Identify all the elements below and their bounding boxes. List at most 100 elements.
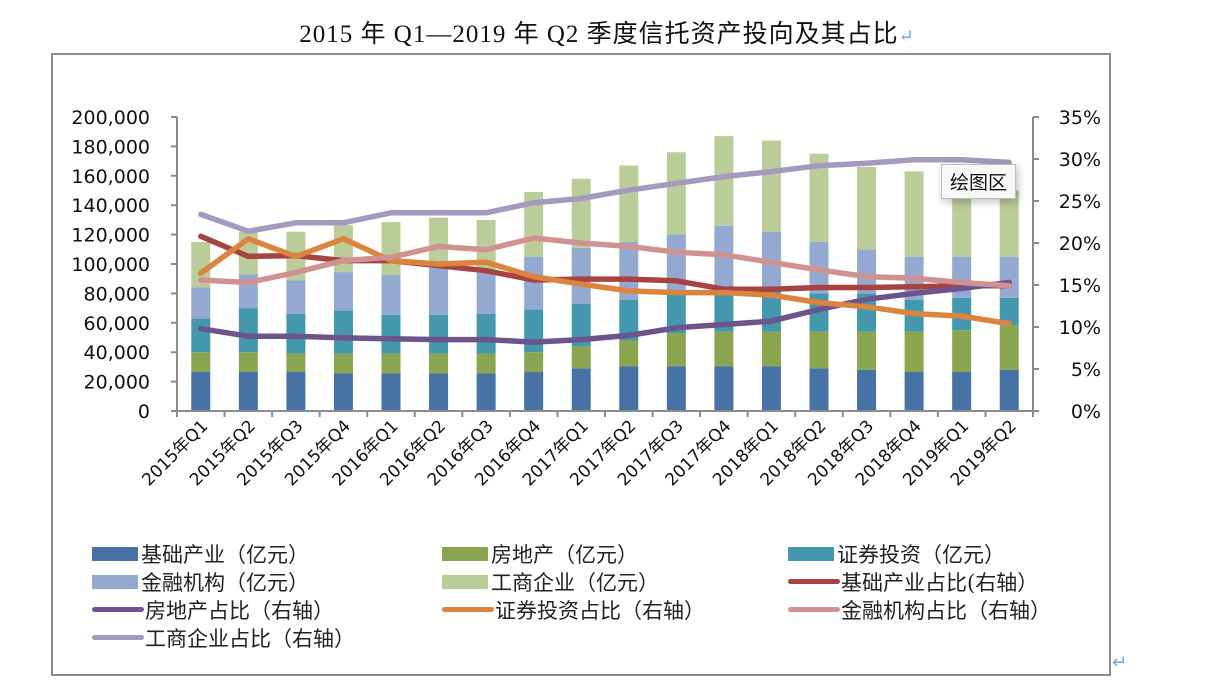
bar-financial-4: [381, 275, 401, 315]
bar-infra-14: [857, 369, 877, 411]
legend-swatch-bar-icon: [92, 574, 138, 589]
bar-realestate-16: [952, 330, 972, 373]
bar-commercial-6: [476, 219, 496, 273]
legend-item-infra-bar[interactable]: 基础产业（亿元）: [92, 540, 309, 567]
right-tick-label: 10%: [1059, 317, 1101, 339]
bar-commercial-0: [191, 241, 211, 288]
bar-commercial-12: [761, 140, 781, 232]
legend-label: 工商企业（亿元）: [491, 570, 659, 595]
bar-infra-9: [619, 366, 639, 411]
bar-financial-9: [619, 241, 639, 301]
bar-infra-8: [571, 368, 591, 411]
legend-label: 基础产业占比(右轴）: [841, 570, 1039, 595]
return-mark-icon: ↵: [898, 26, 915, 46]
legend-item-realestate-bar[interactable]: 房地产（亿元）: [442, 540, 638, 567]
chart-title-text: 2015 年 Q1—2019 年 Q2 季度信托资产投向及其占比: [299, 21, 899, 48]
bar-realestate-8: [571, 346, 591, 369]
bar-realestate-10: [666, 333, 686, 367]
legend-item-securities-bar[interactable]: 证券投资（亿元）: [788, 540, 1005, 567]
bar-realestate-14: [857, 331, 877, 370]
left-tick-label: 200,000: [71, 107, 150, 129]
bar-financial-5: [429, 267, 449, 315]
left-tick-label: 140,000: [71, 195, 150, 217]
legend-label: 房地产（亿元）: [491, 542, 638, 567]
bar-infra-3: [333, 373, 353, 411]
bar-financial-7: [524, 256, 544, 310]
bar-infra-6: [476, 373, 496, 411]
return-mark-icon: ↵: [1112, 652, 1128, 672]
bar-realestate-1: [238, 352, 258, 373]
legend-label: 基础产业（亿元）: [141, 542, 309, 567]
right-tick-label: 15%: [1059, 275, 1101, 297]
bar-securities-0: [191, 318, 211, 353]
legend-item-financial-line[interactable]: 金融机构占比（右轴）: [788, 596, 1051, 623]
bar-infra-12: [761, 366, 781, 411]
bar-financial-17: [999, 256, 1019, 298]
bar-infra-17: [999, 369, 1019, 411]
bar-financial-2: [286, 280, 306, 314]
bar-securities-6: [476, 313, 496, 354]
bar-commercial-17: [999, 190, 1019, 257]
bar-commercial-14: [857, 166, 877, 250]
bar-realestate-2: [286, 353, 306, 373]
bar-realestate-13: [809, 331, 829, 369]
bar-commercial-16: [952, 187, 972, 257]
bar-securities-10: [666, 291, 686, 334]
legend-item-commercial-bar[interactable]: 工商企业（亿元）: [442, 568, 659, 595]
bar-securities-1: [238, 308, 258, 353]
bar-commercial-4: [381, 222, 401, 276]
legend-swatch-line-icon: [442, 607, 494, 612]
bar-financial-14: [857, 249, 877, 294]
bar-infra-5: [429, 373, 449, 411]
bar-infra-7: [524, 372, 544, 411]
bar-infra-16: [952, 372, 972, 411]
bar-infra-4: [381, 373, 401, 411]
left-tick-label: 180,000: [71, 136, 150, 158]
bar-financial-0: [191, 287, 211, 319]
legend-item-financial-bar[interactable]: 金融机构（亿元）: [92, 568, 309, 595]
right-tick-label: 20%: [1059, 233, 1101, 255]
bar-realestate-5: [429, 353, 449, 374]
legend-label: 证券投资（亿元）: [837, 542, 1005, 567]
left-tick-label: 40,000: [84, 342, 150, 364]
legend-item-infra-line[interactable]: 基础产业占比(右轴）: [788, 568, 1038, 595]
line-commercial-share: [198, 157, 1012, 234]
legend-swatch-bar-icon: [442, 546, 488, 561]
bar-infra-13: [809, 368, 829, 411]
legend-label: 房地产占比（右轴）: [145, 598, 334, 623]
bar-realestate-0: [191, 352, 211, 373]
legend-swatch-line-icon: [788, 607, 840, 612]
legend-swatch-bar-icon: [442, 574, 488, 589]
right-tick-label: 30%: [1059, 149, 1101, 171]
legend-item-securities-line[interactable]: 证券投资占比（右轴）: [442, 596, 705, 623]
bar-securities-11: [714, 286, 734, 332]
bar-realestate-9: [619, 340, 639, 367]
legend-label: 证券投资占比（右轴）: [495, 598, 705, 623]
legend-item-realestate-line[interactable]: 房地产占比（右轴）: [92, 596, 334, 623]
bar-commercial-13: [809, 153, 829, 242]
bar-securities-7: [524, 309, 544, 353]
left-tick-label: 160,000: [71, 166, 150, 188]
line-securities-share: [198, 236, 1012, 327]
bar-commercial-9: [619, 165, 639, 242]
bar-financial-6: [476, 272, 496, 314]
bar-realestate-11: [714, 331, 734, 367]
bar-realestate-12: [761, 331, 781, 367]
left-tick-label: 120,000: [71, 225, 150, 247]
bar-securities-9: [619, 300, 639, 341]
left-tick-label: 100,000: [71, 254, 150, 276]
chart-frame[interactable]: [51, 53, 1111, 676]
legend-label: 金融机构（亿元）: [141, 570, 309, 595]
legend-swatch-line-icon: [92, 607, 144, 612]
bar-realestate-6: [476, 353, 496, 374]
legend-item-commercial-line[interactable]: 工商企业占比（右轴）: [92, 624, 355, 651]
line-financial-share: [198, 235, 1012, 289]
bar-realestate-17: [999, 325, 1019, 370]
bar-commercial-11: [714, 136, 734, 226]
bar-securities-8: [571, 303, 591, 347]
legend-swatch-line-icon: [92, 635, 144, 640]
plot-area-tooltip: 绘图区: [941, 164, 1017, 199]
legend-swatch-bar-icon: [92, 546, 138, 561]
bar-financial-8: [571, 247, 591, 304]
